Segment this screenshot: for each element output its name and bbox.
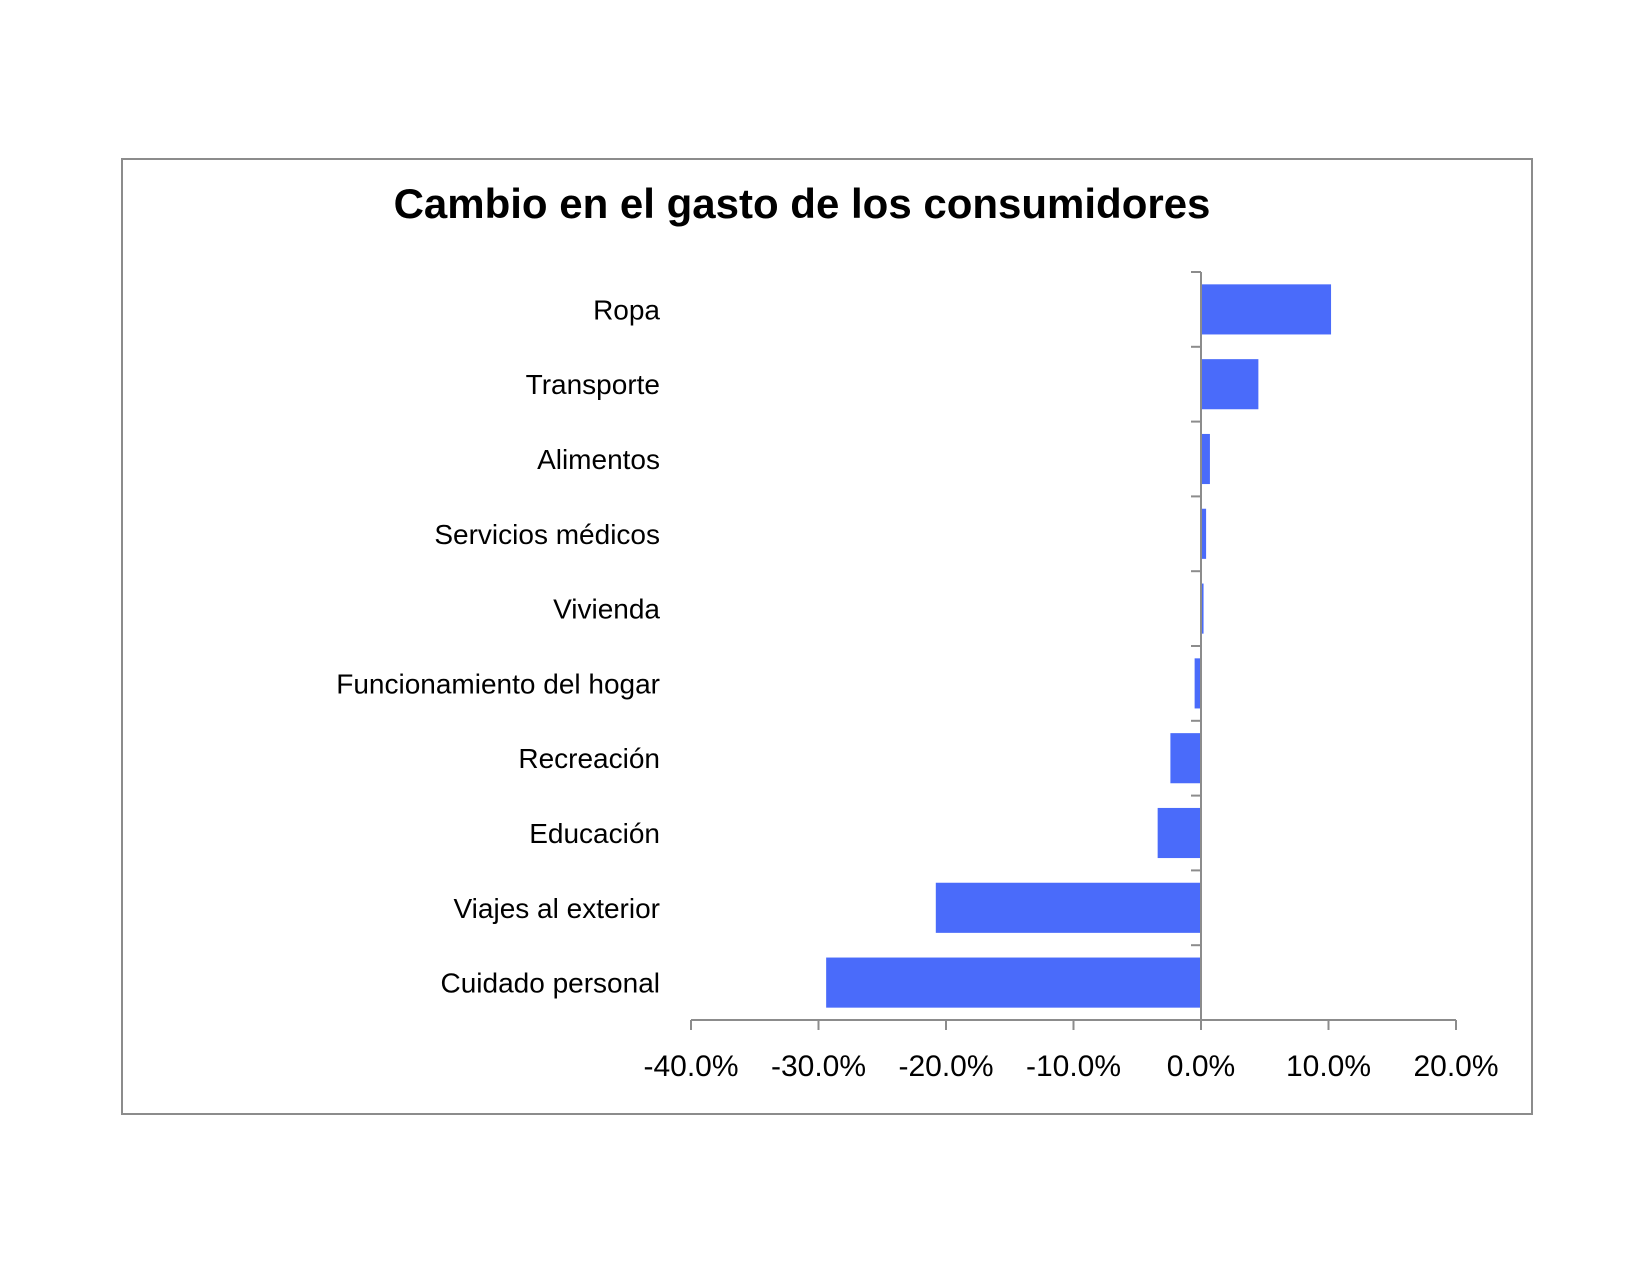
category-label-6: Recreación <box>518 743 660 774</box>
bar-9 <box>826 957 1201 1008</box>
bar-5 <box>1194 658 1201 709</box>
bar-1 <box>1201 359 1259 410</box>
bar-6 <box>1170 733 1201 784</box>
x-tick-label-2: -20.0% <box>898 1050 993 1083</box>
category-label-7: Educación <box>529 818 660 849</box>
category-label-2: Alimentos <box>537 444 660 475</box>
category-label-3: Servicios médicos <box>434 519 660 550</box>
x-tick-label-0: -40.0% <box>643 1050 738 1083</box>
x-tick-label-6: 20.0% <box>1413 1050 1498 1083</box>
category-label-5: Funcionamiento del hogar <box>336 668 660 699</box>
bar-7 <box>1157 807 1201 859</box>
x-tick-label-1: -30.0% <box>771 1050 866 1083</box>
category-label-4: Vivienda <box>553 594 660 625</box>
category-label-1: Transporte <box>526 369 660 400</box>
category-label-9: Cuidado personal <box>441 968 661 999</box>
chart-title: Cambio en el gasto de los consumidores <box>393 180 1211 227</box>
x-tick-label-5: 10.0% <box>1286 1050 1371 1083</box>
category-label-8: Viajes al exterior <box>454 893 660 924</box>
bar-8 <box>935 882 1201 933</box>
bar-4 <box>1201 583 1204 634</box>
x-tick-label-4: 0.0% <box>1167 1050 1235 1083</box>
category-label-0: Ropa <box>593 294 660 325</box>
bar-2 <box>1201 433 1210 485</box>
bar-3 <box>1201 508 1207 559</box>
x-tick-label-3: -10.0% <box>1026 1050 1121 1083</box>
bar-0 <box>1201 284 1332 335</box>
